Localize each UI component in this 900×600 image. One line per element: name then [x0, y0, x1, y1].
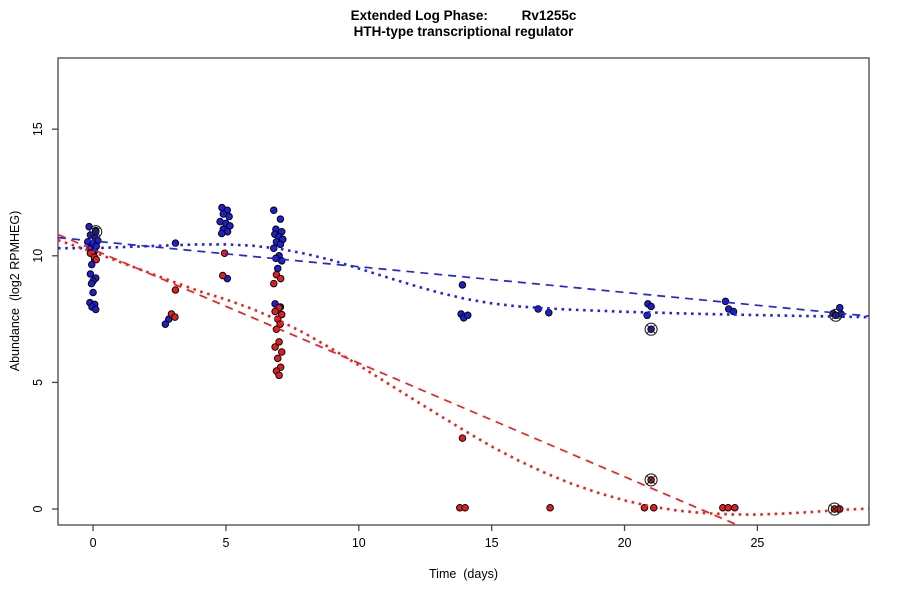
red-scatter-point	[461, 504, 469, 512]
red-scatter-point	[458, 434, 467, 442]
blue-circled-outliers-cross	[646, 324, 656, 334]
blue-dotted-fit	[58, 243, 870, 319]
blue-dashed-fit	[57, 236, 870, 317]
red-scatter-point	[731, 504, 739, 512]
chart-title-block: Extended Log Phase: Rv1255c HTH-type tra…	[58, 8, 869, 40]
blue-scatter-point	[85, 222, 93, 231]
blue-scatter-point	[161, 320, 170, 328]
chart-subtitle: HTH-type transcriptional regulator	[353, 24, 574, 39]
red-scatter-point	[171, 313, 179, 321]
x-axis-label: Time (days)	[429, 567, 498, 581]
blue-scatter-point	[270, 206, 278, 214]
y-axis-label: Abundance (log2 RPMHEG)	[8, 210, 22, 372]
red-scatter-point	[171, 286, 180, 294]
red-scatter-point	[275, 371, 283, 380]
y-tick-label: 10	[31, 249, 45, 263]
red-scatter-point	[724, 504, 732, 512]
plot-box	[57, 57, 870, 526]
blue-scatter-point	[217, 229, 226, 238]
x-tick-label: 10	[352, 536, 366, 550]
x-tick-label: 25	[750, 536, 764, 550]
x-tick-label: 15	[485, 536, 499, 550]
blue-circled-outliers-cross	[91, 227, 101, 237]
red-circled-outliers-ring	[644, 473, 658, 487]
blue-scatter-point	[91, 305, 100, 314]
blue-scatter-point	[729, 307, 738, 316]
blue-circled-outliers-cross	[831, 310, 841, 320]
red-dashed-fit	[57, 233, 738, 526]
red-scatter-point	[219, 271, 227, 280]
red-scatter-point	[270, 279, 278, 288]
x-tick-label: 20	[618, 536, 632, 550]
blue-scatter-point	[225, 212, 233, 221]
blue-scatter-point	[545, 309, 553, 317]
red-scatter-point	[276, 274, 285, 283]
blue-circled-outliers-ring	[644, 322, 658, 336]
red-scatter-point	[92, 255, 101, 264]
red-scatter-point	[546, 504, 554, 512]
red-circled-outliers-cross	[646, 475, 656, 485]
red-scatter-point	[274, 354, 282, 363]
blue-circled-outliers-ring	[89, 225, 103, 239]
blue-scatter-point	[274, 264, 282, 273]
y-tick-label: 0	[31, 506, 45, 513]
blue-scatter-point	[721, 297, 730, 306]
x-tick-label: 5	[222, 536, 229, 550]
x-tick-label: 0	[90, 536, 97, 550]
y-tick-label: 15	[31, 122, 45, 136]
red-scatter-point	[271, 307, 279, 316]
blue-scatter-point	[87, 279, 96, 288]
blue-circled-outliers-ring	[829, 308, 843, 322]
red-scatter-point	[275, 338, 283, 346]
blue-scatter-point	[89, 288, 97, 297]
blue-scatter-point	[464, 311, 472, 320]
red-circled-outliers-ring	[827, 502, 842, 516]
red-circled-outliers-cross	[829, 504, 840, 514]
blue-scatter-point	[86, 270, 95, 278]
blue-scatter-point	[87, 260, 96, 269]
blue-scatter-point	[276, 240, 285, 249]
red-dotted-fit	[57, 238, 870, 516]
y-tick-label: 5	[31, 379, 45, 386]
blue-scatter-point	[458, 281, 467, 289]
red-scatter-point	[271, 343, 279, 351]
red-scatter-point	[277, 348, 286, 356]
blue-scatter-point	[276, 215, 285, 223]
blue-scatter-point	[647, 302, 655, 311]
chart-title: Extended Log Phase: Rv1255c	[350, 8, 577, 23]
